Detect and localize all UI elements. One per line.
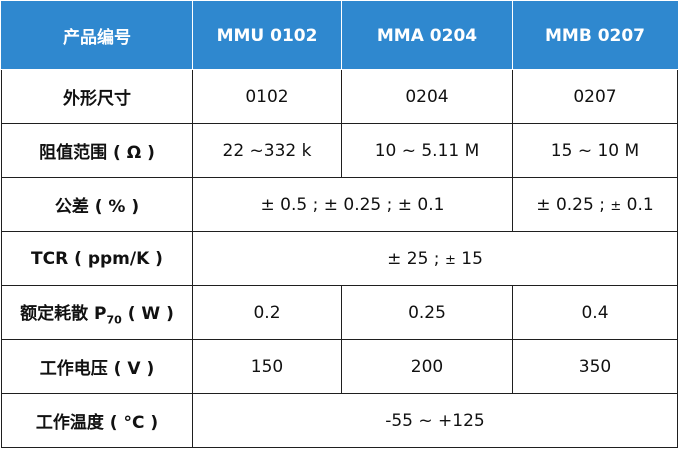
table-header: 产品编号 MMU 0102 MMA 0204 MMB 0207 <box>1 1 678 70</box>
header-model-mma0204: MMA 0204 <box>341 1 513 70</box>
cell-tolerance-mmb: ± 0.25 ; ± 0.1 <box>512 177 678 232</box>
tolerance-mmb-tail: 0.1 <box>626 194 654 215</box>
header-model-mmu0102: MMU 0102 <box>192 1 342 70</box>
table-row-resistance: 阻值范围 ( Ω ) 22 ~332 k 10 ~ 5.11 M 15 ~ 10… <box>1 123 678 178</box>
header-product-no: 产品编号 <box>1 1 193 70</box>
row-label-power: 额定耗散 P70 ( W ) <box>1 285 193 340</box>
cell-resistance-mma: 10 ~ 5.11 M <box>341 123 513 178</box>
tolerance-mmb-small: ± <box>610 198 622 214</box>
cell-power-mmb: 0.4 <box>512 285 678 340</box>
row-label-tcr: TCR ( ppm/K ) <box>1 231 193 286</box>
tolerance-mmb-main: ± 0.25 ; <box>536 194 605 215</box>
cell-power-mmu: 0.2 <box>192 285 342 340</box>
cell-temperature: -55 ~ +125 <box>192 393 678 448</box>
cell-voltage-mma: 200 <box>341 339 513 394</box>
tcr-small: ± <box>444 252 456 268</box>
cell-size-mmb: 0207 <box>512 69 678 124</box>
cell-size-mma: 0204 <box>341 69 513 124</box>
row-label-resistance: 阻值范围 ( Ω ) <box>1 123 193 178</box>
row-label-temperature: 工作温度 ( °C ) <box>1 393 193 448</box>
table-row-temperature: 工作温度 ( °C ) -55 ~ +125 <box>1 393 678 448</box>
power-label-pre: 额定耗散 P <box>20 303 107 324</box>
table-row-tcr: TCR ( ppm/K ) ± 25 ; ± 15 <box>1 231 678 286</box>
cell-size-mmu: 0102 <box>192 69 342 124</box>
cell-tolerance-mmu-mma: ± 0.5 ; ± 0.25 ; ± 0.1 <box>192 177 513 232</box>
row-label-tolerance: 公差 ( % ) <box>1 177 193 232</box>
cell-tcr: ± 25 ; ± 15 <box>192 231 678 286</box>
header-row: 产品编号 MMU 0102 MMA 0204 MMB 0207 <box>1 1 678 70</box>
power-label-post: ( W ) <box>121 303 174 324</box>
cell-power-mma: 0.25 <box>341 285 513 340</box>
table-row-size: 外形尺寸 0102 0204 0207 <box>1 69 678 124</box>
table-body: 外形尺寸 0102 0204 0207 阻值范围 ( Ω ) 22 ~332 k… <box>1 69 678 448</box>
table-row-power: 额定耗散 P70 ( W ) 0.2 0.25 0.4 <box>1 285 678 340</box>
row-label-size: 外形尺寸 <box>1 69 193 124</box>
table-row-voltage: 工作电压 ( V ) 150 200 350 <box>1 339 678 394</box>
cell-voltage-mmb: 350 <box>512 339 678 394</box>
cell-resistance-mmu: 22 ~332 k <box>192 123 342 178</box>
row-label-voltage: 工作电压 ( V ) <box>1 339 193 394</box>
tcr-tail: 15 <box>461 248 483 269</box>
cell-resistance-mmb: 15 ~ 10 M <box>512 123 678 178</box>
table-row-tolerance: 公差 ( % ) ± 0.5 ; ± 0.25 ; ± 0.1 ± 0.25 ;… <box>1 177 678 232</box>
tcr-main: ± 25 ; <box>387 248 440 269</box>
header-model-mmb0207: MMB 0207 <box>512 1 678 70</box>
cell-voltage-mmu: 150 <box>192 339 342 394</box>
power-label-sub: 70 <box>106 313 122 327</box>
